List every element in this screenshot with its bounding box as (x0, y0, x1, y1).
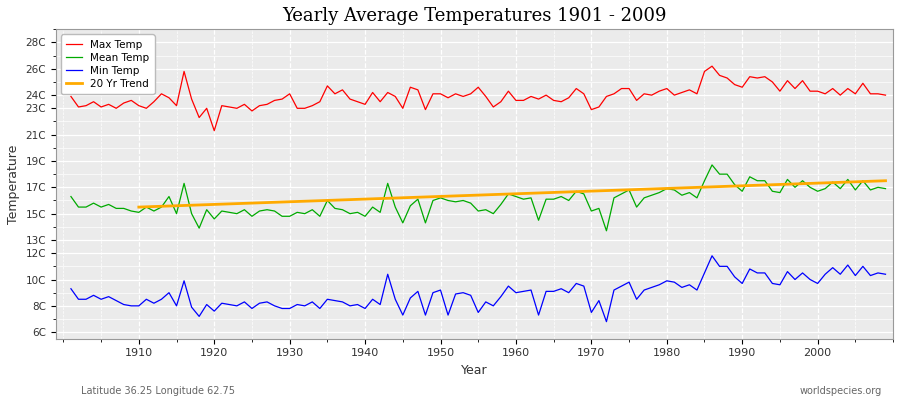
Mean Temp (503, 192, 514, 196)
Title: Yearly Average Temperatures 1901 - 2009: Yearly Average Temperatures 1901 - 2009 (283, 7, 667, 25)
Min Temp (66, 286, 77, 291)
Min Temp (126, 304, 137, 308)
Max Temp (66, 94, 77, 99)
Mean Temp (510, 194, 521, 199)
Max Temp (345, 97, 356, 102)
Max Temp (300, 106, 310, 111)
Max Temp (880, 93, 891, 98)
Legend: Max Temp, Mean Temp, Min Temp, 20 Yr Trend: Max Temp, Mean Temp, Min Temp, 20 Yr Tre… (61, 34, 155, 94)
Y-axis label: Temperature: Temperature (7, 144, 20, 224)
Text: Latitude 36.25 Longitude 62.75: Latitude 36.25 Longitude 62.75 (81, 386, 235, 396)
X-axis label: Year: Year (461, 364, 488, 377)
Text: worldspecies.org: worldspecies.org (800, 386, 882, 396)
Max Temp (518, 98, 529, 103)
Mean Temp (706, 162, 717, 167)
Mean Temp (292, 210, 302, 215)
Min Temp (292, 302, 302, 307)
Mean Temp (66, 194, 77, 199)
Max Temp (209, 128, 220, 133)
20 Yr Trend (842, 180, 853, 184)
Mean Temp (880, 186, 891, 191)
Min Temp (510, 290, 521, 295)
20 Yr Trend (820, 180, 831, 185)
20 Yr Trend (276, 200, 287, 204)
Max Temp (510, 98, 521, 103)
Min Temp (608, 288, 619, 292)
Min Temp (338, 300, 348, 304)
Line: Mean Temp: Mean Temp (71, 165, 886, 231)
Min Temp (880, 272, 891, 277)
Line: Max Temp: Max Temp (71, 66, 886, 131)
Mean Temp (338, 207, 348, 212)
20 Yr Trend (579, 189, 590, 194)
Min Temp (503, 284, 514, 288)
Line: Min Temp: Min Temp (71, 256, 886, 322)
Min Temp (706, 254, 717, 258)
Mean Temp (126, 209, 137, 214)
20 Yr Trend (518, 191, 529, 196)
20 Yr Trend (133, 205, 144, 210)
20 Yr Trend (880, 178, 891, 183)
20 Yr Trend (307, 198, 318, 203)
Max Temp (126, 98, 137, 103)
Max Temp (706, 64, 717, 68)
Line: 20 Yr Trend: 20 Yr Trend (139, 181, 886, 207)
Max Temp (608, 92, 619, 96)
Mean Temp (601, 228, 612, 233)
Min Temp (601, 319, 612, 324)
Mean Temp (608, 196, 619, 200)
